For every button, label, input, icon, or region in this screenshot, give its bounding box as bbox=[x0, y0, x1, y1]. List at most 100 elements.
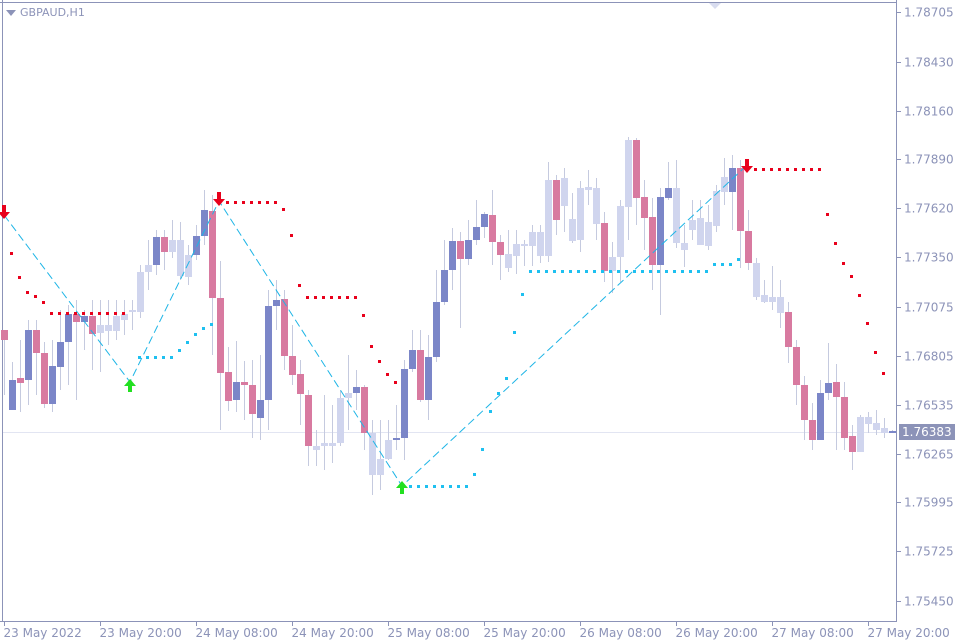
candle bbox=[281, 290, 288, 370]
candle bbox=[97, 300, 104, 372]
price-tick-label: 1.76805 bbox=[904, 350, 954, 364]
candle bbox=[625, 137, 632, 240]
symbol-label[interactable]: GBPAUD,H1 bbox=[6, 6, 85, 19]
candle bbox=[409, 330, 416, 372]
candle bbox=[153, 230, 160, 275]
price-tick-label: 1.75450 bbox=[904, 595, 954, 609]
candle bbox=[657, 188, 664, 315]
buy-arrow-icon bbox=[396, 481, 408, 494]
candle bbox=[145, 240, 152, 290]
candle bbox=[697, 200, 704, 245]
candle bbox=[233, 341, 240, 412]
candle bbox=[449, 228, 456, 290]
candle bbox=[217, 261, 224, 430]
candle bbox=[801, 376, 808, 440]
symbol-text: GBPAUD,H1 bbox=[20, 6, 85, 19]
candle bbox=[665, 162, 672, 200]
candle bbox=[873, 410, 880, 435]
candle bbox=[617, 200, 624, 282]
candle bbox=[881, 418, 888, 438]
candle bbox=[857, 415, 864, 452]
candle bbox=[177, 222, 184, 280]
candle bbox=[225, 347, 232, 411]
sell-arrow-icon bbox=[741, 159, 753, 173]
candle bbox=[889, 430, 896, 433]
candle bbox=[297, 360, 304, 425]
candle bbox=[257, 355, 264, 440]
chart-shift-icon[interactable] bbox=[709, 3, 721, 9]
time-tick-label: 27 May 08:00 bbox=[772, 626, 854, 640]
candle bbox=[865, 412, 872, 433]
candle bbox=[569, 193, 576, 243]
candle bbox=[441, 240, 448, 305]
candle bbox=[289, 325, 296, 385]
candle bbox=[497, 235, 504, 280]
candle bbox=[585, 170, 592, 205]
candle bbox=[169, 220, 176, 258]
candle bbox=[161, 230, 168, 270]
candle bbox=[401, 360, 408, 460]
candle bbox=[833, 364, 840, 450]
candle bbox=[313, 430, 320, 466]
candle bbox=[633, 138, 640, 225]
candle bbox=[241, 361, 248, 420]
candle bbox=[73, 300, 80, 400]
candle bbox=[737, 160, 744, 268]
price-tick-label: 1.75995 bbox=[904, 496, 954, 510]
candle bbox=[529, 225, 536, 266]
candle bbox=[89, 300, 96, 370]
candle bbox=[777, 280, 784, 328]
candle bbox=[81, 310, 88, 350]
candle bbox=[193, 225, 200, 260]
candle bbox=[705, 205, 712, 250]
candle bbox=[649, 198, 656, 290]
candle bbox=[209, 195, 216, 355]
candle bbox=[265, 290, 272, 430]
sell-arrow-icon bbox=[213, 192, 225, 206]
candle bbox=[849, 425, 856, 470]
candle bbox=[753, 258, 760, 300]
candle bbox=[561, 168, 568, 232]
time-axis: 23 May 2022 23 May 20:00 24 May 08:00 24 Ma… bbox=[4, 621, 950, 640]
candle bbox=[353, 370, 360, 410]
candle bbox=[513, 230, 520, 274]
candle bbox=[417, 330, 424, 402]
resistance-dots bbox=[10, 168, 885, 384]
candle bbox=[553, 175, 560, 235]
candle bbox=[577, 181, 584, 252]
buy-arrow-icon bbox=[124, 379, 136, 392]
current-price-tag: 1.76383 bbox=[899, 424, 955, 440]
candle bbox=[545, 162, 552, 262]
candle bbox=[521, 240, 528, 266]
time-tick-label: 26 May 08:00 bbox=[580, 626, 662, 640]
candle bbox=[457, 232, 464, 328]
candle bbox=[761, 280, 768, 303]
candle bbox=[593, 178, 600, 240]
chevron-down-icon[interactable] bbox=[6, 9, 16, 16]
candle bbox=[65, 305, 72, 385]
price-tick-label: 1.78705 bbox=[904, 6, 954, 20]
price-tick-label: 1.78430 bbox=[904, 56, 954, 70]
candle bbox=[393, 405, 400, 450]
candle bbox=[9, 362, 16, 410]
price-axis: 1.78705 1.78430 1.78160 1.77890 1.77620 1.773… bbox=[896, 6, 954, 609]
candle bbox=[17, 340, 24, 412]
sell-arrow-icon bbox=[0, 205, 10, 219]
candle bbox=[337, 390, 344, 446]
price-tick-label: 1.78160 bbox=[904, 105, 954, 119]
price-tick-label: 1.77620 bbox=[904, 202, 954, 216]
time-tick-label: 26 May 20:00 bbox=[676, 626, 758, 640]
candle bbox=[361, 385, 368, 450]
candle bbox=[673, 160, 680, 248]
candle bbox=[489, 190, 496, 265]
candle bbox=[825, 343, 832, 400]
candle bbox=[25, 320, 32, 405]
time-tick-label: 27 May 20:00 bbox=[868, 626, 950, 640]
candle bbox=[1, 330, 8, 395]
candle bbox=[385, 420, 392, 460]
time-tick-label: 24 May 20:00 bbox=[292, 626, 374, 640]
candle bbox=[433, 270, 440, 362]
candle bbox=[841, 382, 848, 450]
